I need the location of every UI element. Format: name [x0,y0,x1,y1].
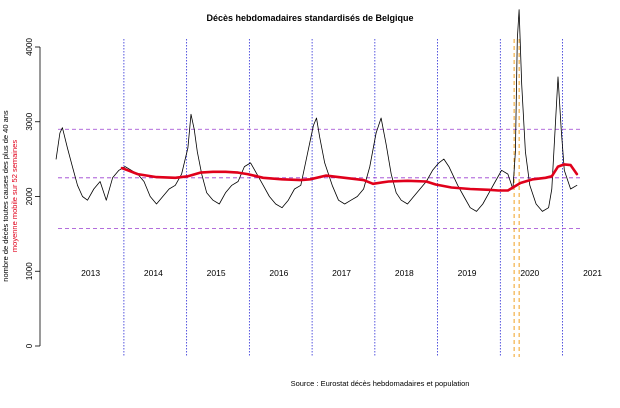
series-layer [55,9,579,212]
year-label: 2019 [458,268,477,278]
y-tick-label: 1000 [25,262,34,280]
reference-lines [58,39,580,357]
y-axis-label: nombre de décès toutes causes des plus d… [1,110,10,282]
year-label: 2015 [207,268,226,278]
y-axis-label-moving-average: moyenne mobile sur 52 semaines [10,140,19,252]
chart-title: Décès hebdomadaires standardisés de Belg… [206,13,413,23]
y-tick-label: 2000 [25,187,34,205]
y-tick-label: 0 [25,343,34,348]
year-labels: 2013 2014 2015 2016 2017 2018 2019 2020 2021 [81,268,602,278]
year-label: 2014 [144,268,163,278]
year-label: 2016 [269,268,288,278]
source-note: Source : Eurostat décès hebdomadaires et… [291,379,470,388]
year-label: 2021 [583,268,602,278]
y-tick-label: 3000 [25,112,34,130]
year-label: 2017 [332,268,351,278]
year-label: 2020 [520,268,539,278]
moving-average-line [120,163,579,192]
year-label: 2013 [81,268,100,278]
y-axis: 0 1000 2000 3000 4000 [25,38,41,348]
weekly-deaths-line [55,9,578,212]
year-label: 2018 [395,268,414,278]
y-tick-label: 4000 [25,38,34,56]
